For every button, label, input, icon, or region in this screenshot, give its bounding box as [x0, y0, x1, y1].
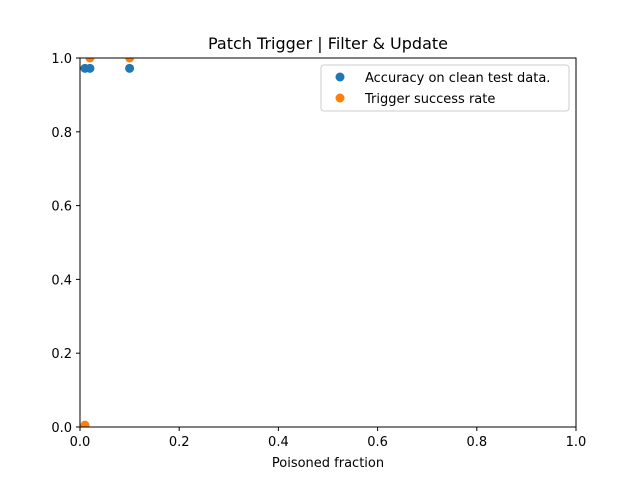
x-tick-label: 0.6: [367, 435, 388, 450]
plot-area: [79, 57, 577, 428]
point-series-0-2: [125, 63, 135, 73]
x-tick-label: 0.0: [70, 435, 91, 450]
y-tick-label: 1.0: [51, 52, 72, 67]
legend-entry-label: Trigger success rate: [364, 92, 495, 107]
point-series-1-2: [125, 58, 135, 63]
point-series-1-1: [85, 58, 95, 63]
legend-box: [320, 64, 570, 112]
x-axis-label: Poisoned fraction: [272, 456, 384, 471]
axes-frame: [79, 57, 577, 428]
y-tick-label: 0.0: [51, 421, 72, 436]
point-series-0-1: [85, 63, 95, 73]
y-tick-label: 0.8: [51, 126, 72, 141]
x-axis: 0.0 0.2 0.4 0.6 0.8 1.0: [70, 427, 587, 450]
legend-entry-label: Accuracy on clean test data.: [365, 71, 550, 86]
y-tick-label: 0.4: [51, 273, 72, 288]
x-tick-label: 0.8: [466, 435, 487, 450]
legend-marker: [335, 93, 345, 103]
x-tick-label: 0.2: [169, 435, 190, 450]
y-axis: 0.0 0.2 0.4 0.6 0.8 1.0: [51, 52, 80, 436]
data-points: [80, 58, 135, 427]
x-tick-label: 0.4: [268, 435, 289, 450]
x-tick-label: 1.0: [566, 435, 587, 450]
chart-title: Patch Trigger | Filter & Update: [208, 34, 448, 53]
y-tick-label: 0.2: [51, 347, 72, 362]
legend-marker: [335, 72, 345, 82]
legend: Accuracy on clean test data. Trigger succ…: [320, 64, 570, 112]
y-tick-label: 0.6: [51, 200, 72, 215]
point-series-1-0: [80, 420, 90, 427]
